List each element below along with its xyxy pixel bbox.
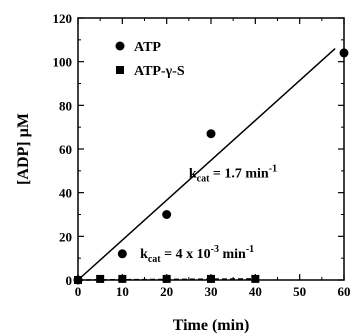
fit-lines	[77, 48, 336, 281]
point-atp-gamma-s	[96, 274, 105, 283]
legend: ATP ATP-γ-S	[115, 40, 185, 79]
x-axis-title: Time (min)	[173, 317, 250, 334]
point-atp	[339, 48, 349, 58]
point-atp-gamma-s	[162, 274, 171, 283]
point-atp-gamma-s	[207, 274, 215, 283]
point-atp-gamma-s	[251, 274, 260, 283]
x-tick-label: 40	[249, 284, 262, 299]
legend-label-atp-gamma-s: ATP-γ-S	[134, 64, 185, 79]
y-tick-label: 80	[59, 98, 72, 113]
tick-labels: 0 10 20 30 40 50 60 0 20 40 60 80 100 120	[53, 11, 351, 299]
legend-label-atp: ATP	[134, 40, 161, 55]
x-tick-label: 60	[338, 284, 351, 299]
y-tick-label: 0	[66, 273, 73, 288]
x-tick-label: 30	[205, 284, 218, 299]
y-tick-label: 120	[53, 11, 73, 26]
fit-line-atp	[77, 48, 336, 281]
kcat-annotation-atp-gamma-s: kcat = 4 x 10-3 min-1	[140, 244, 254, 265]
data-points	[73, 48, 349, 285]
kcat-annotation-atp: kcat = 1.7 min-1	[189, 163, 277, 184]
y-tick-label: 100	[53, 55, 73, 70]
y-tick-label: 40	[59, 186, 72, 201]
point-atp-gamma-s	[118, 274, 127, 283]
x-tick-label: 50	[293, 284, 306, 299]
plot-border	[77, 17, 345, 281]
x-tick-label: 0	[75, 284, 82, 299]
point-atp	[206, 129, 216, 139]
legend-marker-atp	[115, 41, 125, 51]
x-tick-label: 20	[160, 284, 173, 299]
x-tick-label: 10	[116, 284, 129, 299]
point-atp	[117, 249, 127, 259]
axis-ticks	[77, 17, 345, 281]
point-atp	[162, 210, 172, 219]
legend-marker-atp-gamma-s	[116, 66, 124, 74]
y-axis-title: [ADP] µM	[15, 113, 32, 185]
point-atp-gamma-s	[74, 276, 82, 284]
plot-frame	[77, 17, 345, 281]
y-tick-label: 60	[59, 142, 72, 157]
y-tick-label: 20	[59, 229, 72, 244]
